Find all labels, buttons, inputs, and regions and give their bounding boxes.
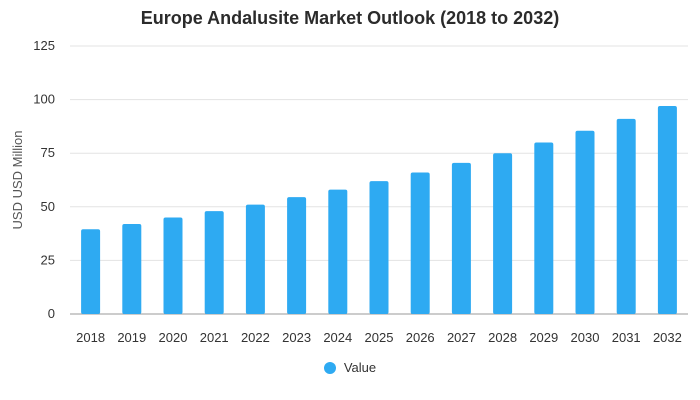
legend-marker-icon <box>323 361 336 374</box>
x-tick-label: 2032 <box>653 330 682 345</box>
y-tick-label: 0 <box>48 306 55 321</box>
x-tick-label: 2023 <box>282 330 311 345</box>
y-tick-label: 125 <box>33 38 55 53</box>
bar-2031[interactable] <box>616 118 636 315</box>
bar-2030[interactable] <box>575 130 595 314</box>
x-tick-label: 2021 <box>200 330 229 345</box>
y-axis-title: USD USD Million <box>10 131 25 230</box>
x-tick-label: 2024 <box>323 330 352 345</box>
x-tick-label: 2029 <box>529 330 558 345</box>
y-tick-label: 75 <box>41 145 55 160</box>
bar-2026[interactable] <box>410 172 430 314</box>
bar-2020[interactable] <box>163 217 183 314</box>
legend-label: Value <box>343 360 377 375</box>
x-tick-label: 2027 <box>447 330 476 345</box>
bar-2028[interactable] <box>493 153 513 314</box>
x-tick-label: 2028 <box>488 330 517 345</box>
x-tick-label: 2020 <box>159 330 188 345</box>
y-axis-ticks: 0 25 50 75 100 125 <box>33 38 55 321</box>
x-tick-label: 2030 <box>571 330 600 345</box>
x-tick-label: 2026 <box>406 330 435 345</box>
x-tick-label: 2025 <box>365 330 394 345</box>
y-tick-label: 100 <box>33 92 55 107</box>
y-tick-label: 25 <box>41 252 55 267</box>
bar-2032[interactable] <box>657 106 677 314</box>
bar-2019[interactable] <box>122 223 142 314</box>
bar-2025[interactable] <box>369 181 389 314</box>
bar-2018[interactable] <box>81 229 101 314</box>
x-tick-label: 2018 <box>76 330 105 345</box>
bars <box>81 106 677 315</box>
bar-2029[interactable] <box>534 142 554 314</box>
x-tick-label: 2031 <box>612 330 641 345</box>
bar-2023[interactable] <box>287 197 307 314</box>
bar-2021[interactable] <box>204 211 224 314</box>
bar-2022[interactable] <box>245 204 265 314</box>
bar-2024[interactable] <box>328 189 348 314</box>
x-tick-label: 2022 <box>241 330 270 345</box>
x-axis-ticks: 2018 2019 2020 2021 2022 2023 2024 2025 2026 2027… <box>76 330 682 345</box>
x-tick-label: 2019 <box>117 330 146 345</box>
legend: Value <box>0 360 700 375</box>
bar-2027[interactable] <box>451 162 471 314</box>
chart-title: Europe Andalusite Market Outlook (2018 t… <box>140 8 560 28</box>
y-tick-label: 50 <box>41 199 55 214</box>
